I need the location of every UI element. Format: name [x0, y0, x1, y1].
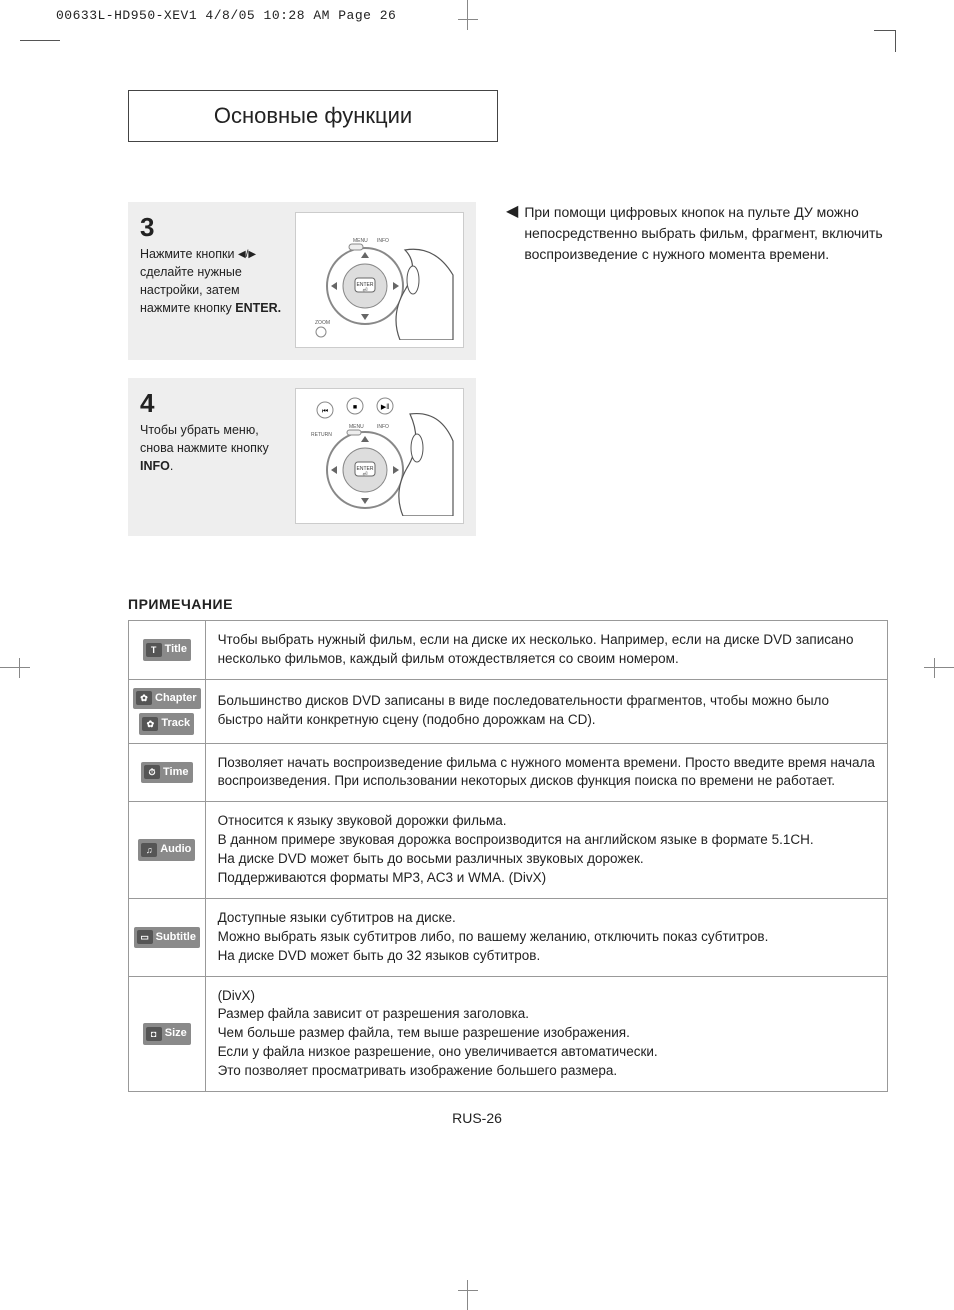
osd-badge-track: ✿Track: [139, 713, 194, 734]
badge-icon: ✿: [136, 691, 152, 705]
step-4-text: 4 Чтобы убрать меню, снова нажмите кнопк…: [140, 388, 289, 526]
svg-text:⏎: ⏎: [362, 287, 367, 294]
aside-arrow-icon: ◀: [506, 202, 518, 265]
steps-column: 3 Нажмите кнопки ◀/▶ сделайте нужные нас…: [128, 202, 476, 554]
svg-text:■: ■: [352, 404, 356, 411]
badge-icon: ◘: [146, 1027, 162, 1041]
step-3-line2: сделайте нужные настройки, затем нажмите…: [140, 265, 242, 315]
aside-text: При помощи цифровых кнопок на пульте ДУ …: [524, 202, 886, 265]
print-meta-header: 00633L-HD950-XEV1 4/8/05 10:28 AM Page 2…: [56, 8, 396, 23]
desc-cell: (DivX)Размер файла зависит от разрешения…: [205, 976, 887, 1091]
osd-badge-audio: ♫Audio: [138, 839, 195, 860]
remote-illustration-4: ⏮ ■ ▶‖ ENTER ⏎ MENU INFO: [295, 388, 464, 524]
svg-text:INFO: INFO: [377, 424, 389, 430]
svg-text:RETURN: RETURN: [311, 432, 332, 438]
trim-corner-tr: [874, 30, 896, 52]
page-number: RUS-26: [0, 1110, 954, 1126]
step-3-line1: Нажмите кнопки: [140, 247, 238, 261]
badge-icon: ✿: [142, 717, 158, 731]
svg-text:⏮: ⏮: [321, 408, 327, 415]
badge-label: Size: [165, 1026, 187, 1041]
icon-cell: ⏱Time: [129, 743, 206, 802]
icon-cell: ✿Chapter✿Track: [129, 679, 206, 743]
step-4-body: Чтобы убрать меню, снова нажмите кнопку …: [140, 421, 289, 475]
step-3-text: 3 Нажмите кнопки ◀/▶ сделайте нужные нас…: [140, 212, 289, 350]
remote-svg-3: ENTER ⏎ MENU INFO ZOOM: [305, 220, 455, 340]
icon-cell: ◘Size: [129, 976, 206, 1091]
svg-text:INFO: INFO: [377, 238, 389, 244]
step-3-body: Нажмите кнопки ◀/▶ сделайте нужные настр…: [140, 245, 289, 318]
desc-cell: Большинство дисков DVD записаны в виде п…: [205, 679, 887, 743]
section-title: Основные функции: [128, 90, 498, 142]
badge-icon: ▭: [137, 930, 153, 944]
table-row: ✿Chapter✿TrackБольшинство дисков DVD зап…: [129, 679, 888, 743]
badge-label: Audio: [160, 842, 191, 857]
crop-mark-bottom: [458, 1280, 478, 1310]
svg-text:⏎: ⏎: [362, 471, 367, 478]
badge-label: Chapter: [155, 691, 197, 706]
arrow-left-right-icon: ◀/▶: [238, 248, 256, 263]
table-row: ◘Size (DivX)Размер файла зависит от разре…: [129, 976, 888, 1091]
crop-mark-left: [0, 658, 30, 678]
osd-badge-chapter: ✿Chapter: [133, 688, 201, 709]
steps-row: 3 Нажмите кнопки ◀/▶ сделайте нужные нас…: [128, 202, 888, 554]
note-table: TTitle Чтобы выбрать нужный фильм, если н…: [128, 620, 888, 1092]
note-heading: ПРИМЕЧАНИЕ: [128, 596, 888, 612]
badge-label: Title: [165, 642, 187, 657]
svg-text:▶‖: ▶‖: [380, 404, 388, 411]
icon-cell: TTitle: [129, 621, 206, 680]
crop-mark-top: [458, 0, 478, 30]
badge-label: Subtitle: [156, 930, 196, 945]
osd-badge-title: TTitle: [143, 639, 191, 660]
crop-mark-right: [924, 658, 954, 678]
badge-icon: ♫: [141, 843, 157, 857]
badge-icon: ⏱: [144, 765, 160, 779]
badge-label: Time: [163, 765, 188, 780]
step-4-bold: INFO: [140, 459, 170, 473]
osd-badge-time: ⏱Time: [141, 762, 192, 783]
desc-cell: Относится к языку звуковой дорожки фильм…: [205, 802, 887, 899]
icon-cell: ♫Audio: [129, 802, 206, 899]
table-row: ♫Audio Относится к языку звуковой дорожки…: [129, 802, 888, 899]
badge-icon: T: [146, 643, 162, 657]
page-content: Основные функции 3 Нажмите кнопки ◀/▶ сд…: [128, 90, 888, 1092]
osd-badge-subtitle: ▭Subtitle: [134, 927, 200, 948]
desc-cell: Позволяет начать воспроизведение фильма …: [205, 743, 887, 802]
step-3-card: 3 Нажмите кнопки ◀/▶ сделайте нужные нас…: [128, 202, 476, 360]
step-3-number: 3: [140, 212, 289, 243]
osd-badge-size: ◘Size: [143, 1023, 191, 1044]
remote-illustration-3: ENTER ⏎ MENU INFO ZOOM: [295, 212, 464, 348]
aside-note: ◀ При помощи цифровых кнопок на пульте Д…: [506, 202, 886, 265]
icon-cell: ▭Subtitle: [129, 898, 206, 976]
step-4-line1: Чтобы убрать меню, снова нажмите кнопку: [140, 423, 269, 455]
svg-text:ZOOM: ZOOM: [315, 320, 330, 326]
step-4-card: 4 Чтобы убрать меню, снова нажмите кнопк…: [128, 378, 476, 536]
table-row: ▭SubtitleДоступные языки субтитров на ди…: [129, 898, 888, 976]
remote-svg-4: ⏮ ■ ▶‖ ENTER ⏎ MENU INFO: [305, 396, 455, 516]
table-row: TTitle Чтобы выбрать нужный фильм, если н…: [129, 621, 888, 680]
trim-line-tl: [20, 40, 60, 41]
badge-label: Track: [161, 716, 190, 731]
step-4-tail: .: [170, 459, 173, 473]
svg-text:MENU: MENU: [349, 424, 364, 430]
step-4-number: 4: [140, 388, 289, 419]
desc-cell: Доступные языки субтитров на диске.Можно…: [205, 898, 887, 976]
table-row: ⏱Time Позволяет начать воспроизведение фи…: [129, 743, 888, 802]
svg-text:MENU: MENU: [353, 238, 368, 244]
desc-cell: Чтобы выбрать нужный фильм, если на диск…: [205, 621, 887, 680]
step-3-bold: ENTER.: [235, 301, 281, 315]
